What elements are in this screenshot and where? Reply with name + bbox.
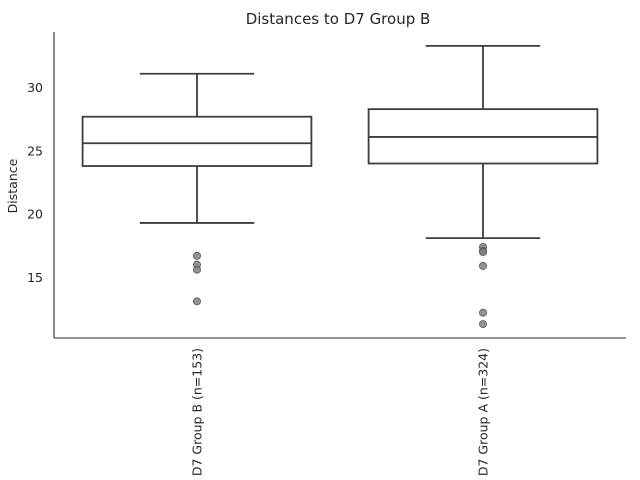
chart-title: Distances to D7 Group B — [246, 10, 431, 28]
y-tick-label: 30 — [27, 80, 43, 95]
box-group — [367, 45, 599, 329]
outlier-point — [192, 297, 201, 306]
y-tick-label: 15 — [27, 270, 43, 285]
boxes — [81, 45, 599, 329]
y-tick-label: 20 — [27, 207, 43, 222]
box-group — [81, 72, 313, 306]
outlier-point — [478, 308, 487, 317]
outlier-point — [478, 248, 487, 257]
outlier-point — [192, 251, 201, 260]
x-tick-label: D7 Group A (n=324) — [476, 348, 491, 476]
outlier-point — [478, 320, 487, 329]
y-tick-label: 25 — [27, 143, 43, 158]
iqr-box — [81, 115, 313, 167]
x-tick-label: D7 Group B (n=153) — [190, 348, 205, 476]
axes: 15 20 25 30 D7 Group B (n=153) D7 Group A (n=… — [27, 32, 626, 476]
outlier-point — [192, 265, 201, 274]
y-axis-label: Distance — [5, 158, 20, 213]
outlier-point — [478, 261, 487, 270]
